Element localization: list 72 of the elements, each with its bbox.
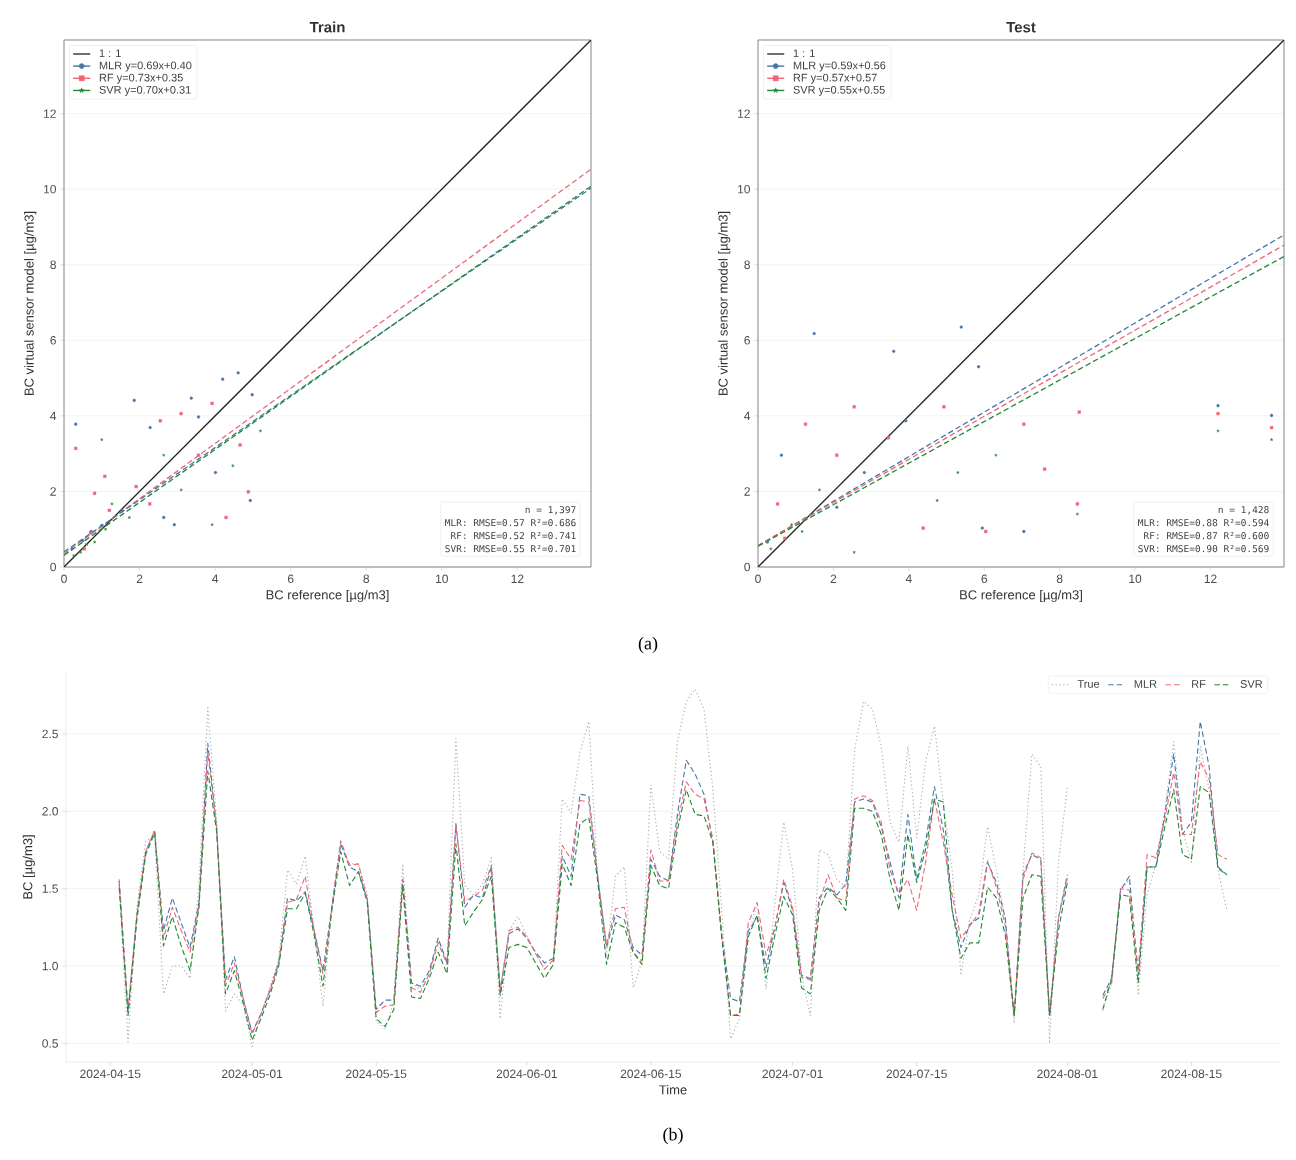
- legend-label: RF y=0.57x+0.57: [793, 73, 877, 84]
- y-axis-title: BC [µg/m3]: [22, 835, 35, 899]
- x-tick-label: 12: [511, 574, 524, 583]
- legend-label: SVR: [1240, 680, 1263, 688]
- annotation: SVR: RMSE=0.55 R²=0.701: [445, 545, 576, 553]
- chart-title: Train: [309, 21, 345, 33]
- y-axis-title: BC virtual sensor model [µg/m3]: [24, 211, 37, 396]
- x-tick-label: 2024-07-01: [762, 1069, 823, 1079]
- x-axis-title: BC reference [µg/m3]: [960, 589, 1082, 603]
- x-tick-label: 4: [212, 574, 219, 583]
- x-tick-label: 2024-05-01: [221, 1069, 283, 1079]
- legend-label: MLR y=0.69x+0.40: [99, 61, 192, 72]
- y-tick-label: 6: [50, 336, 56, 345]
- legend-label: SVR y=0.70x+0.31: [99, 85, 191, 96]
- y-tick-label: 8: [50, 260, 56, 270]
- y-tick-label: 6: [744, 336, 750, 345]
- y-tick-label: 10: [738, 184, 751, 194]
- y-tick-label: 12: [44, 109, 56, 118]
- x-tick-label: 6: [287, 574, 294, 584]
- y-tick-label: 10: [44, 184, 56, 194]
- annotation: MLR: RMSE=0.57 R²=0.686: [445, 519, 576, 527]
- legend-label: 1 : 1: [99, 49, 121, 58]
- y-tick-label: 12: [738, 109, 750, 118]
- x-tick-label: 2024-04-15: [80, 1069, 141, 1079]
- x-tick-label: 2024-08-15: [1161, 1069, 1222, 1079]
- x-tick-label: 8: [363, 574, 370, 584]
- annotation: SVR: RMSE=0.90 R²=0.569: [1138, 545, 1269, 553]
- x-tick-label: 0: [755, 574, 761, 584]
- annotation: RF: RMSE=0.87 R²=0.600: [1144, 532, 1269, 540]
- x-tick-label: 2024-06-01: [496, 1069, 557, 1079]
- text: (a): [638, 636, 658, 654]
- legend-label: RF y=0.73x+0.35: [99, 73, 183, 84]
- x-tick-label: 8: [1056, 574, 1063, 584]
- y-tick-label: 8: [744, 260, 750, 270]
- x-tick-label: 2024-07-15: [886, 1069, 947, 1079]
- x-tick-label: 2024-05-15: [346, 1069, 407, 1079]
- annotation: n = 1,428: [1218, 506, 1269, 515]
- legend-label: 1 : 1: [793, 49, 815, 58]
- x-tick-label: 2024-08-01: [1037, 1069, 1098, 1079]
- legend-label: MLR: [1134, 680, 1157, 688]
- y-axis-title: BC virtual sensor model [µg/m3]: [718, 211, 731, 396]
- text: (b): [663, 1127, 683, 1145]
- x-tick-label: 10: [1129, 574, 1142, 584]
- y-tick-label: 4: [744, 411, 751, 421]
- x-tick-label: 6: [981, 574, 988, 584]
- x-tick-label: 2: [830, 574, 837, 583]
- x-tick-label: 2024-06-15: [620, 1069, 682, 1079]
- y-tick-label: 0: [50, 562, 56, 572]
- annotation: n = 1,397: [525, 506, 576, 515]
- y-tick-label: 0.5: [42, 1039, 58, 1048]
- y-tick-label: 0: [744, 562, 751, 572]
- x-axis-title: BC reference [µg/m3]: [266, 589, 389, 603]
- y-tick-label: 4: [50, 411, 57, 421]
- legend-label: SVR y=0.55x+0.55: [793, 85, 885, 96]
- y-tick-label: 2.5: [42, 729, 58, 739]
- annotation: RF: RMSE=0.52 R²=0.741: [451, 532, 576, 540]
- chart-title: Test: [1006, 21, 1036, 33]
- legend-label: RF: [1192, 680, 1206, 688]
- y-tick-label: 2: [744, 487, 750, 496]
- x-tick-label: 2: [136, 574, 143, 583]
- x-tick-label: 4: [905, 574, 912, 583]
- legend-label: True: [1077, 680, 1100, 688]
- legend-label: MLR y=0.59x+0.56: [793, 61, 886, 72]
- annotation: MLR: RMSE=0.88 R²=0.594: [1138, 519, 1269, 527]
- y-tick-label: 2.0: [42, 807, 58, 816]
- y-tick-label: 1.0: [42, 961, 58, 971]
- x-tick-label: 10: [436, 574, 448, 584]
- y-tick-label: 2: [50, 487, 56, 496]
- y-tick-label: 1.5: [42, 884, 58, 893]
- x-axis-title: Time: [659, 1084, 687, 1095]
- x-tick-label: 0: [61, 574, 67, 584]
- x-tick-label: 12: [1204, 574, 1217, 583]
